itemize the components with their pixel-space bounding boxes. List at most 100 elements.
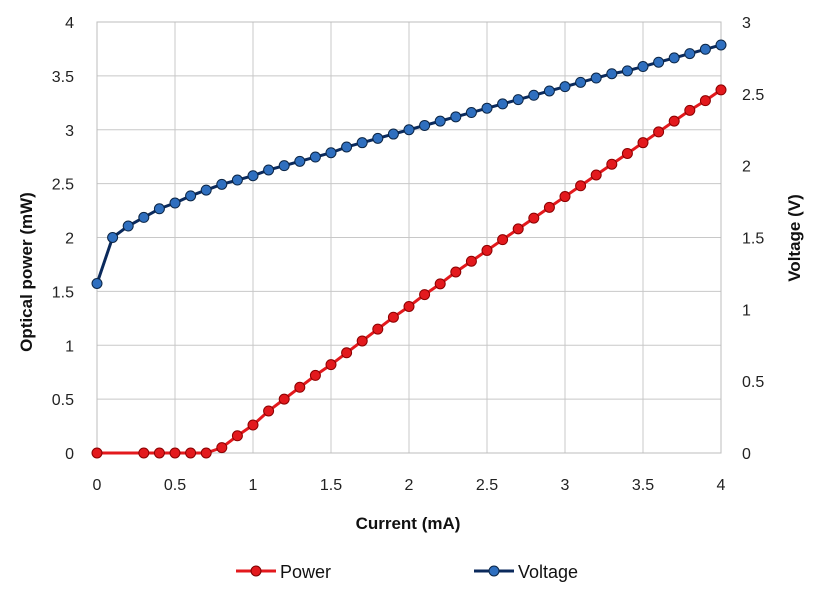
power-point [356,335,368,347]
left-axis: 0 0.5 1 1.5 2 2.5 3 3.5 4 [52,15,74,463]
voltage-point [575,76,587,88]
power-point [668,115,680,127]
legend-voltage-marker [488,565,500,577]
left-axis-title: Optical power (mW) [17,192,36,352]
left-tick-label: 3 [65,123,74,140]
voltage-point [590,72,602,84]
voltage-point [122,220,134,232]
power-point [325,359,337,371]
x-axis-title: Current (mA) [356,514,461,533]
power-point [450,266,462,278]
voltage-point [341,141,353,153]
right-tick-label: 3 [742,15,751,32]
x-tick-label: 3 [561,477,570,494]
power-point [419,289,431,301]
voltage-point [434,115,446,127]
power-point [543,201,555,213]
voltage-point [512,94,524,106]
power-point [263,405,275,417]
power-point [185,447,197,459]
right-tick-label: 1 [742,302,751,319]
voltage-point [138,211,150,223]
power-point [138,447,150,459]
voltage-point [653,56,665,68]
right-tick-label: 2 [742,159,751,176]
x-tick-label: 0 [93,477,102,494]
voltage-point [668,52,680,64]
left-tick-label: 4 [65,15,74,32]
series-layer [91,39,727,459]
legend-power-label: Power [280,562,331,582]
x-tick-label: 0.5 [164,477,186,494]
legend: Power Voltage [236,562,578,582]
voltage-point [153,203,165,215]
voltage-point [169,197,181,209]
voltage-point [637,61,649,73]
left-tick-label: 0 [65,446,74,463]
voltage-point [247,170,259,182]
power-point [606,158,618,170]
power-point [403,300,415,312]
voltage-point [356,137,368,149]
power-point [294,381,306,393]
power-point [387,311,399,323]
voltage-point [107,232,119,243]
left-tick-label: 3.5 [52,69,74,86]
power-point [715,84,727,96]
voltage-point [497,98,509,110]
x-tick-label: 2.5 [476,477,498,494]
grid [96,21,722,454]
voltage-point [372,132,384,144]
power-point [278,393,290,405]
power-point [341,347,353,359]
voltage-point [294,155,306,167]
voltage-point [419,119,431,131]
voltage-point [185,190,197,202]
series-voltage [91,39,727,289]
power-point [699,95,711,107]
power-point [465,255,477,267]
power-point [309,369,321,381]
left-tick-label: 2 [65,231,74,248]
power-point [481,244,493,256]
power-point [559,191,571,203]
voltage-point [481,102,493,114]
power-point [528,212,540,224]
series-power [91,84,727,459]
power-point [200,447,212,459]
legend-power-marker [250,565,262,577]
left-tick-label: 2.5 [52,177,74,194]
power-point [169,447,181,459]
x-tick-label: 1 [249,477,258,494]
legend-voltage-label: Voltage [518,562,578,582]
power-point [153,447,165,459]
power-point [621,147,633,159]
right-axis: 0 0.5 1 1.5 2 2.5 3 [742,15,764,463]
x-tick-label: 1.5 [320,477,342,494]
voltage-point [387,128,399,140]
power-point [684,104,696,116]
voltage-point [621,65,633,77]
left-tick-label: 1 [65,338,74,355]
voltage-point [216,178,228,190]
x-tick-label: 3.5 [632,477,654,494]
right-tick-label: 2.5 [742,87,764,104]
voltage-point [200,184,212,196]
voltage-point [684,48,696,60]
voltage-point [606,68,618,80]
power-point [372,323,384,335]
left-tick-label: 0.5 [52,392,74,409]
right-axis-title: Voltage (V) [785,194,804,282]
voltage-point [91,277,103,289]
voltage-point [559,81,571,93]
x-tick-label: 2 [405,477,414,494]
plot-border [96,21,722,454]
x-tick-label: 4 [717,477,726,494]
voltage-point [528,89,540,101]
voltage-point [263,164,275,176]
power-point [653,126,665,138]
right-tick-label: 1.5 [742,231,764,248]
left-tick-label: 1.5 [52,284,74,301]
voltage-point [699,43,711,55]
